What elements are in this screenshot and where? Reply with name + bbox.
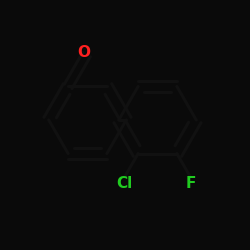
Text: Cl: Cl bbox=[116, 176, 133, 191]
Text: O: O bbox=[78, 44, 90, 60]
Text: F: F bbox=[185, 176, 196, 191]
